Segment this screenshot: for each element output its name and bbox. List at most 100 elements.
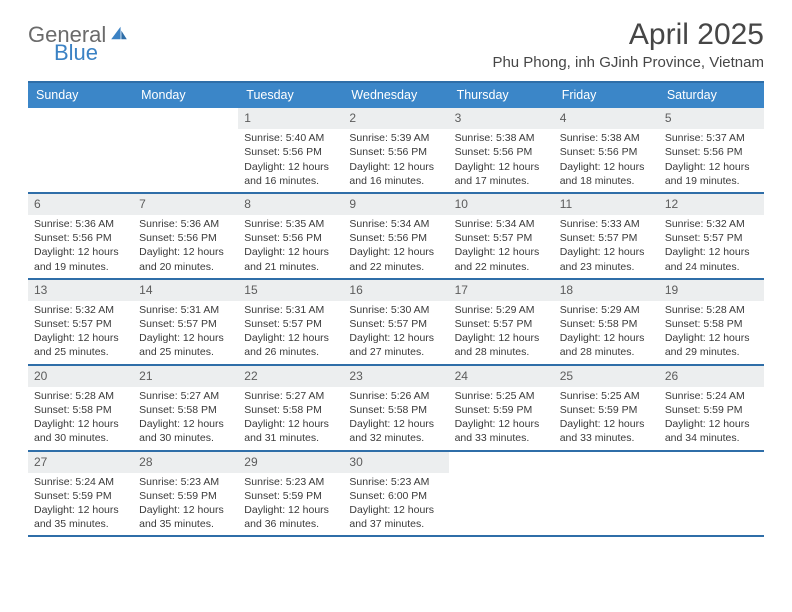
day-number: 14 xyxy=(133,280,238,301)
day-details: Sunrise: 5:32 AMSunset: 5:57 PMDaylight:… xyxy=(659,215,764,278)
daylight-line: Daylight: 12 hours and 33 minutes. xyxy=(560,417,653,445)
day-details: Sunrise: 5:35 AMSunset: 5:56 PMDaylight:… xyxy=(238,215,343,278)
day-details: Sunrise: 5:38 AMSunset: 5:56 PMDaylight:… xyxy=(554,129,659,192)
day-number: 18 xyxy=(554,280,659,301)
day-cell: 6Sunrise: 5:36 AMSunset: 5:56 PMDaylight… xyxy=(28,194,133,278)
logo-text-blue: Blue xyxy=(54,42,129,64)
day-cell: 13Sunrise: 5:32 AMSunset: 5:57 PMDayligh… xyxy=(28,280,133,364)
day-cell: 4Sunrise: 5:38 AMSunset: 5:56 PMDaylight… xyxy=(554,108,659,192)
day-cell xyxy=(133,108,238,192)
daylight-line: Daylight: 12 hours and 28 minutes. xyxy=(560,331,653,359)
sunrise-line: Sunrise: 5:28 AM xyxy=(34,389,127,403)
sunset-line: Sunset: 5:59 PM xyxy=(139,489,232,503)
day-cell: 3Sunrise: 5:38 AMSunset: 5:56 PMDaylight… xyxy=(449,108,554,192)
daylight-line: Daylight: 12 hours and 25 minutes. xyxy=(34,331,127,359)
day-details: Sunrise: 5:28 AMSunset: 5:58 PMDaylight:… xyxy=(28,387,133,450)
day-details: Sunrise: 5:33 AMSunset: 5:57 PMDaylight:… xyxy=(554,215,659,278)
day-details: Sunrise: 5:26 AMSunset: 5:58 PMDaylight:… xyxy=(343,387,448,450)
week-row: 6Sunrise: 5:36 AMSunset: 5:56 PMDaylight… xyxy=(28,194,764,280)
day-cell: 23Sunrise: 5:26 AMSunset: 5:58 PMDayligh… xyxy=(343,366,448,450)
daylight-line: Daylight: 12 hours and 16 minutes. xyxy=(349,160,442,188)
sunrise-line: Sunrise: 5:36 AM xyxy=(34,217,127,231)
daylight-line: Daylight: 12 hours and 25 minutes. xyxy=(139,331,232,359)
logo: GeneralBlue xyxy=(28,24,129,64)
day-number: 4 xyxy=(554,108,659,129)
daylight-line: Daylight: 12 hours and 19 minutes. xyxy=(665,160,758,188)
day-cell: 5Sunrise: 5:37 AMSunset: 5:56 PMDaylight… xyxy=(659,108,764,192)
dow-sunday: Sunday xyxy=(28,83,133,108)
daylight-line: Daylight: 12 hours and 34 minutes. xyxy=(665,417,758,445)
day-cell: 24Sunrise: 5:25 AMSunset: 5:59 PMDayligh… xyxy=(449,366,554,450)
day-number: 8 xyxy=(238,194,343,215)
day-details: Sunrise: 5:31 AMSunset: 5:57 PMDaylight:… xyxy=(133,301,238,364)
day-number: 5 xyxy=(659,108,764,129)
day-cell: 29Sunrise: 5:23 AMSunset: 5:59 PMDayligh… xyxy=(238,452,343,536)
day-cell: 30Sunrise: 5:23 AMSunset: 6:00 PMDayligh… xyxy=(343,452,448,536)
sunset-line: Sunset: 5:59 PM xyxy=(34,489,127,503)
sunrise-line: Sunrise: 5:34 AM xyxy=(349,217,442,231)
daylight-line: Daylight: 12 hours and 22 minutes. xyxy=(455,245,548,273)
week-row: 1Sunrise: 5:40 AMSunset: 5:56 PMDaylight… xyxy=(28,108,764,194)
sunset-line: Sunset: 5:57 PM xyxy=(139,317,232,331)
sunrise-line: Sunrise: 5:25 AM xyxy=(560,389,653,403)
day-number: 19 xyxy=(659,280,764,301)
daylight-line: Daylight: 12 hours and 37 minutes. xyxy=(349,503,442,531)
day-cell: 16Sunrise: 5:30 AMSunset: 5:57 PMDayligh… xyxy=(343,280,448,364)
day-details: Sunrise: 5:27 AMSunset: 5:58 PMDaylight:… xyxy=(133,387,238,450)
sunrise-line: Sunrise: 5:29 AM xyxy=(560,303,653,317)
sunrise-line: Sunrise: 5:23 AM xyxy=(139,475,232,489)
week-row: 27Sunrise: 5:24 AMSunset: 5:59 PMDayligh… xyxy=(28,452,764,538)
day-number: 29 xyxy=(238,452,343,473)
day-number: 26 xyxy=(659,366,764,387)
daylight-line: Daylight: 12 hours and 27 minutes. xyxy=(349,331,442,359)
sunrise-line: Sunrise: 5:29 AM xyxy=(455,303,548,317)
day-details: Sunrise: 5:36 AMSunset: 5:56 PMDaylight:… xyxy=(28,215,133,278)
sunset-line: Sunset: 5:59 PM xyxy=(455,403,548,417)
daylight-line: Daylight: 12 hours and 19 minutes. xyxy=(34,245,127,273)
day-number: 21 xyxy=(133,366,238,387)
day-number: 20 xyxy=(28,366,133,387)
sunset-line: Sunset: 5:58 PM xyxy=(34,403,127,417)
day-cell: 18Sunrise: 5:29 AMSunset: 5:58 PMDayligh… xyxy=(554,280,659,364)
location-text: Phu Phong, inh GJinh Province, Vietnam xyxy=(492,54,764,71)
daylight-line: Daylight: 12 hours and 18 minutes. xyxy=(560,160,653,188)
dow-wednesday: Wednesday xyxy=(343,83,448,108)
sunrise-line: Sunrise: 5:38 AM xyxy=(560,131,653,145)
day-number: 30 xyxy=(343,452,448,473)
sunset-line: Sunset: 5:59 PM xyxy=(244,489,337,503)
day-number: 15 xyxy=(238,280,343,301)
sunset-line: Sunset: 5:58 PM xyxy=(665,317,758,331)
sunset-line: Sunset: 5:57 PM xyxy=(455,231,548,245)
header: GeneralBlue April 2025 Phu Phong, inh GJ… xyxy=(28,18,764,71)
day-cell: 15Sunrise: 5:31 AMSunset: 5:57 PMDayligh… xyxy=(238,280,343,364)
sunrise-line: Sunrise: 5:27 AM xyxy=(244,389,337,403)
daylight-line: Daylight: 12 hours and 28 minutes. xyxy=(455,331,548,359)
day-cell: 25Sunrise: 5:25 AMSunset: 5:59 PMDayligh… xyxy=(554,366,659,450)
day-number: 13 xyxy=(28,280,133,301)
day-number: 10 xyxy=(449,194,554,215)
sunset-line: Sunset: 5:57 PM xyxy=(349,317,442,331)
dow-thursday: Thursday xyxy=(449,83,554,108)
daylight-line: Daylight: 12 hours and 16 minutes. xyxy=(244,160,337,188)
sunset-line: Sunset: 5:57 PM xyxy=(455,317,548,331)
daylight-line: Daylight: 12 hours and 23 minutes. xyxy=(560,245,653,273)
daylight-line: Daylight: 12 hours and 36 minutes. xyxy=(244,503,337,531)
day-details: Sunrise: 5:30 AMSunset: 5:57 PMDaylight:… xyxy=(343,301,448,364)
sunrise-line: Sunrise: 5:26 AM xyxy=(349,389,442,403)
day-details: Sunrise: 5:23 AMSunset: 5:59 PMDaylight:… xyxy=(238,473,343,536)
day-number: 7 xyxy=(133,194,238,215)
day-number: 16 xyxy=(343,280,448,301)
sunset-line: Sunset: 5:57 PM xyxy=(665,231,758,245)
sunrise-line: Sunrise: 5:36 AM xyxy=(139,217,232,231)
day-details: Sunrise: 5:36 AMSunset: 5:56 PMDaylight:… xyxy=(133,215,238,278)
sunrise-line: Sunrise: 5:27 AM xyxy=(139,389,232,403)
weeks-container: 1Sunrise: 5:40 AMSunset: 5:56 PMDaylight… xyxy=(28,108,764,537)
day-details: Sunrise: 5:34 AMSunset: 5:56 PMDaylight:… xyxy=(343,215,448,278)
sunrise-line: Sunrise: 5:24 AM xyxy=(665,389,758,403)
day-cell: 11Sunrise: 5:33 AMSunset: 5:57 PMDayligh… xyxy=(554,194,659,278)
dow-tuesday: Tuesday xyxy=(238,83,343,108)
day-cell: 21Sunrise: 5:27 AMSunset: 5:58 PMDayligh… xyxy=(133,366,238,450)
day-cell: 20Sunrise: 5:28 AMSunset: 5:58 PMDayligh… xyxy=(28,366,133,450)
day-number: 3 xyxy=(449,108,554,129)
day-number: 12 xyxy=(659,194,764,215)
